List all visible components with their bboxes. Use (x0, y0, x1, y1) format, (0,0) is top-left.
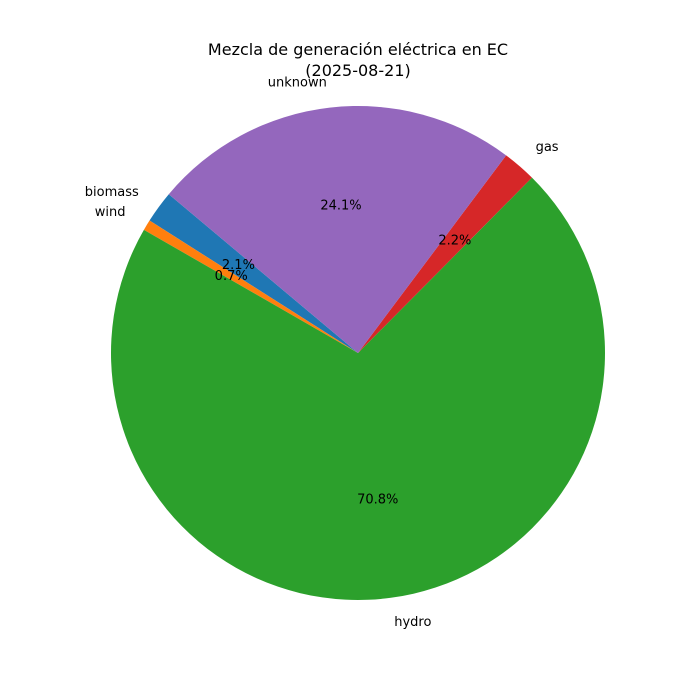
pie-slice-biomass (149, 194, 358, 353)
slice-pct-hydro: 70.8% (357, 492, 398, 507)
slice-pct-unknown: 24.1% (320, 198, 361, 213)
chart-subtitle: (2025-08-21) (305, 61, 410, 80)
slice-label-hydro: hydro (394, 615, 431, 630)
pie-labels: biomass 2.1% wind 0.7% hydro 70.8% gas 2.2% unkn… (85, 76, 559, 630)
pie-slices (111, 105, 605, 601)
chart-title: Mezcla de generación eléctrica en EC (208, 40, 508, 59)
slice-label-gas: gas (536, 140, 559, 155)
slice-label-wind: wind (95, 205, 126, 220)
slice-label-biomass: biomass (85, 185, 139, 200)
slice-label-unknown: unknown (268, 76, 327, 91)
pie-slice-unknown (168, 105, 507, 353)
slice-pct-biomass: 2.1% (222, 258, 255, 273)
pie-slice-hydro (111, 177, 605, 601)
slice-pct-gas: 2.2% (438, 233, 471, 248)
pie-slice-gas (358, 155, 532, 353)
pie-slice-wind (143, 220, 358, 353)
slice-pct-wind: 0.7% (215, 269, 248, 284)
